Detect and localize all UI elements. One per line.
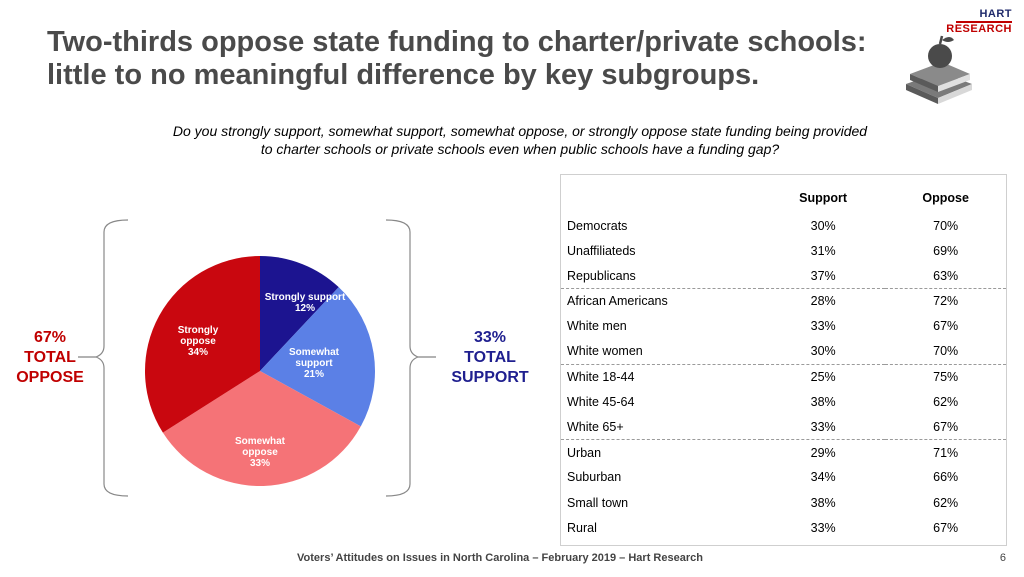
logo-text-research: RESEARCH [946, 23, 1012, 35]
funding-pie-chart: Strongly support 12% Somewhat support 21% Som… [78, 219, 436, 497]
row-oppose-cell: 69% [933, 243, 959, 258]
pie-label-strongly-support: Strongly support 12% [265, 292, 346, 314]
total-support-label: 33% TOTAL SUPPORT [440, 328, 540, 388]
pie-label-somewhat-support: Somewhat support 21% [289, 347, 340, 380]
question-line-2: to charter schools or private schools ev… [260, 141, 780, 157]
hart-research-logo: HART RESEARCH [946, 8, 1012, 35]
row-group-cell: Urban [561, 439, 761, 465]
row-oppose-cell: 67% [933, 319, 959, 334]
header-oppose: Oppose [922, 191, 969, 205]
support-brace [385, 219, 420, 497]
oppose-brace [94, 219, 129, 497]
total-oppose-line1: TOTAL [24, 349, 76, 366]
row-support-cell: 25% [761, 363, 886, 390]
pie-slice-somewhat-support [260, 287, 375, 427]
total-support-line2: SUPPORT [451, 369, 529, 386]
apple-on-books-icon [906, 35, 972, 104]
row-support-cell: 29% [761, 439, 886, 465]
table-row: White men 33% 67% [561, 314, 1006, 339]
row-group-cell: Suburban [567, 470, 622, 485]
table-row: White 65+ 33% 67% [561, 415, 1006, 440]
pie-label-strongly-oppose: Strongly oppose 34% [178, 325, 219, 358]
row-oppose-cell: 67% [933, 520, 959, 535]
table-header-row: Support Oppose [561, 175, 1006, 213]
table-row: Small town 38% 62% [561, 490, 1006, 515]
total-oppose-label: 67% TOTAL OPPOSE [4, 328, 96, 388]
header-group [561, 175, 761, 213]
total-support-line1: TOTAL [464, 349, 516, 366]
row-group-cell: White women [567, 344, 643, 359]
row-oppose-cell: 72% [885, 288, 1006, 314]
row-oppose-cell: 63% [933, 268, 959, 283]
row-support-cell: 34% [810, 470, 836, 485]
row-support-cell: 33% [810, 319, 836, 334]
row-group-cell: White 65+ [567, 419, 624, 434]
pie-slice-strongly-support [260, 256, 339, 371]
pie-slice-strongly-oppose [145, 255, 260, 433]
pie-label-somewhat-oppose: Somewhat oppose 33% [235, 436, 286, 469]
row-support-cell: 37% [810, 268, 836, 283]
pie-slice-somewhat-oppose [162, 371, 361, 486]
table-row: African Americans 28% 72% [561, 288, 1006, 314]
table-row: Suburban 34% 66% [561, 465, 1006, 490]
total-support-pct: 33% [473, 329, 507, 346]
row-oppose-cell: 70% [933, 218, 959, 233]
question-line-1: Do you strongly support, somewhat suppor… [172, 123, 868, 139]
row-group-cell: Unaffiliateds [567, 243, 636, 258]
slide-title: Two-thirds oppose state funding to chart… [47, 26, 907, 92]
table-row: Urban 29% 71% [561, 439, 1006, 465]
row-support-cell: 38% [810, 394, 836, 409]
row-oppose-cell: 62% [933, 394, 959, 409]
row-support-cell: 38% [810, 495, 836, 510]
row-oppose-cell: 66% [933, 470, 959, 485]
subgroup-table: Support Oppose Democrats 30% 70% Unaffiliat… [560, 174, 1007, 546]
table-row: White 45-64 38% 62% [561, 389, 1006, 414]
table-row: Unaffiliateds 31% 69% [561, 238, 1006, 263]
page-number: 6 [999, 552, 1006, 564]
title-line-1: Two-thirds oppose state funding to chart… [47, 26, 867, 58]
table-row: White women 30% 70% [561, 339, 1006, 364]
row-support-cell: 30% [810, 344, 836, 359]
row-support-cell: 33% [810, 520, 836, 535]
row-group-cell: Democrats [567, 218, 628, 233]
total-oppose-pct: 67% [33, 329, 67, 346]
logo-text-hart: HART [979, 8, 1012, 20]
total-oppose-line2: OPPOSE [16, 369, 84, 386]
row-support-cell: 31% [810, 243, 836, 258]
row-support-cell: 33% [810, 419, 836, 434]
row-group-cell: White men [567, 319, 627, 334]
row-oppose-cell: 67% [933, 419, 959, 434]
row-group-cell: Rural [567, 520, 597, 535]
table-row: Democrats 30% 70% [561, 213, 1006, 238]
row-group-cell: White 45-64 [567, 394, 635, 409]
footer-source: Voters’ Attitudes on Issues in North Car… [297, 552, 703, 564]
row-group-cell: African Americans [561, 288, 761, 314]
row-group-cell: White 18-44 [561, 363, 761, 390]
row-group-cell: Republicans [567, 268, 636, 283]
row-oppose-cell: 62% [933, 495, 959, 510]
row-support-cell: 28% [761, 288, 886, 314]
survey-question: Do you strongly support, somewhat suppor… [60, 122, 980, 158]
row-support-cell: 30% [810, 218, 836, 233]
table-row: White 18-44 25% 75% [561, 363, 1006, 390]
row-oppose-cell: 70% [933, 344, 959, 359]
logo-underline [956, 21, 1012, 23]
table-row: Rural 33% 67% [561, 515, 1006, 540]
table-row: Republicans 37% 63% [561, 263, 1006, 288]
row-group-cell: Small town [567, 495, 629, 510]
title-line-2: little to no meaningful difference by ke… [47, 59, 760, 91]
header-support: Support [799, 191, 848, 205]
row-oppose-cell: 71% [885, 439, 1006, 465]
row-oppose-cell: 75% [885, 363, 1006, 390]
